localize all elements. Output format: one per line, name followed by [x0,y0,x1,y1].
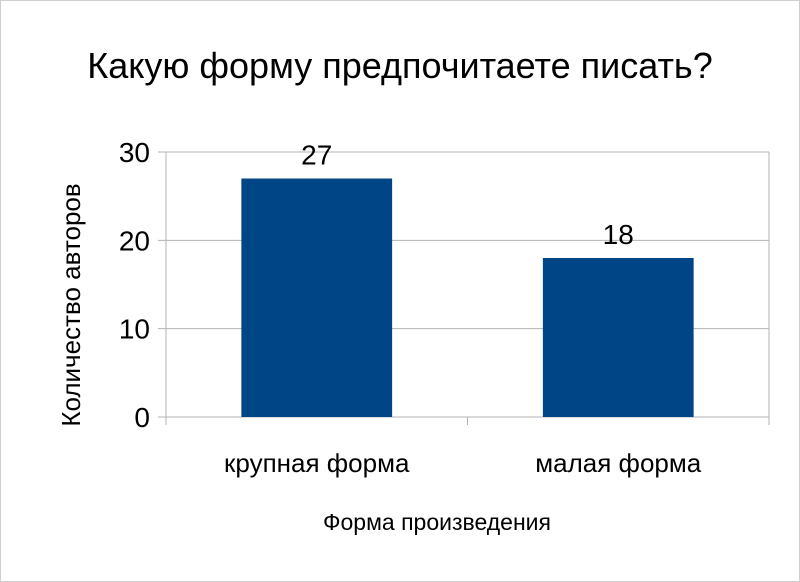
x-tick-label-1: крупная форма [224,448,410,478]
y-axis-label: Количество авторов [56,183,86,426]
data-label-1: 27 [301,140,332,171]
chart-title: Какую форму предпочитаете писать? [87,45,712,86]
y-tick-labels-group: 0 10 20 30 [119,137,150,433]
x-axis-label: Форма произведения [323,509,551,535]
y-tick-label-10: 10 [119,314,150,345]
data-labels-group: 27 18 [301,140,634,251]
data-label-2: 18 [603,219,634,250]
bars-group [241,178,694,417]
bar-2 [542,258,694,417]
x-tick-label-2: малая форма [535,448,701,478]
y-tick-label-20: 20 [119,225,150,256]
x-tick-labels-group: крупная форма малая форма [224,448,702,478]
y-tick-label-0: 0 [134,402,150,433]
y-tick-label-30: 30 [119,137,150,168]
bar-1 [241,178,393,417]
